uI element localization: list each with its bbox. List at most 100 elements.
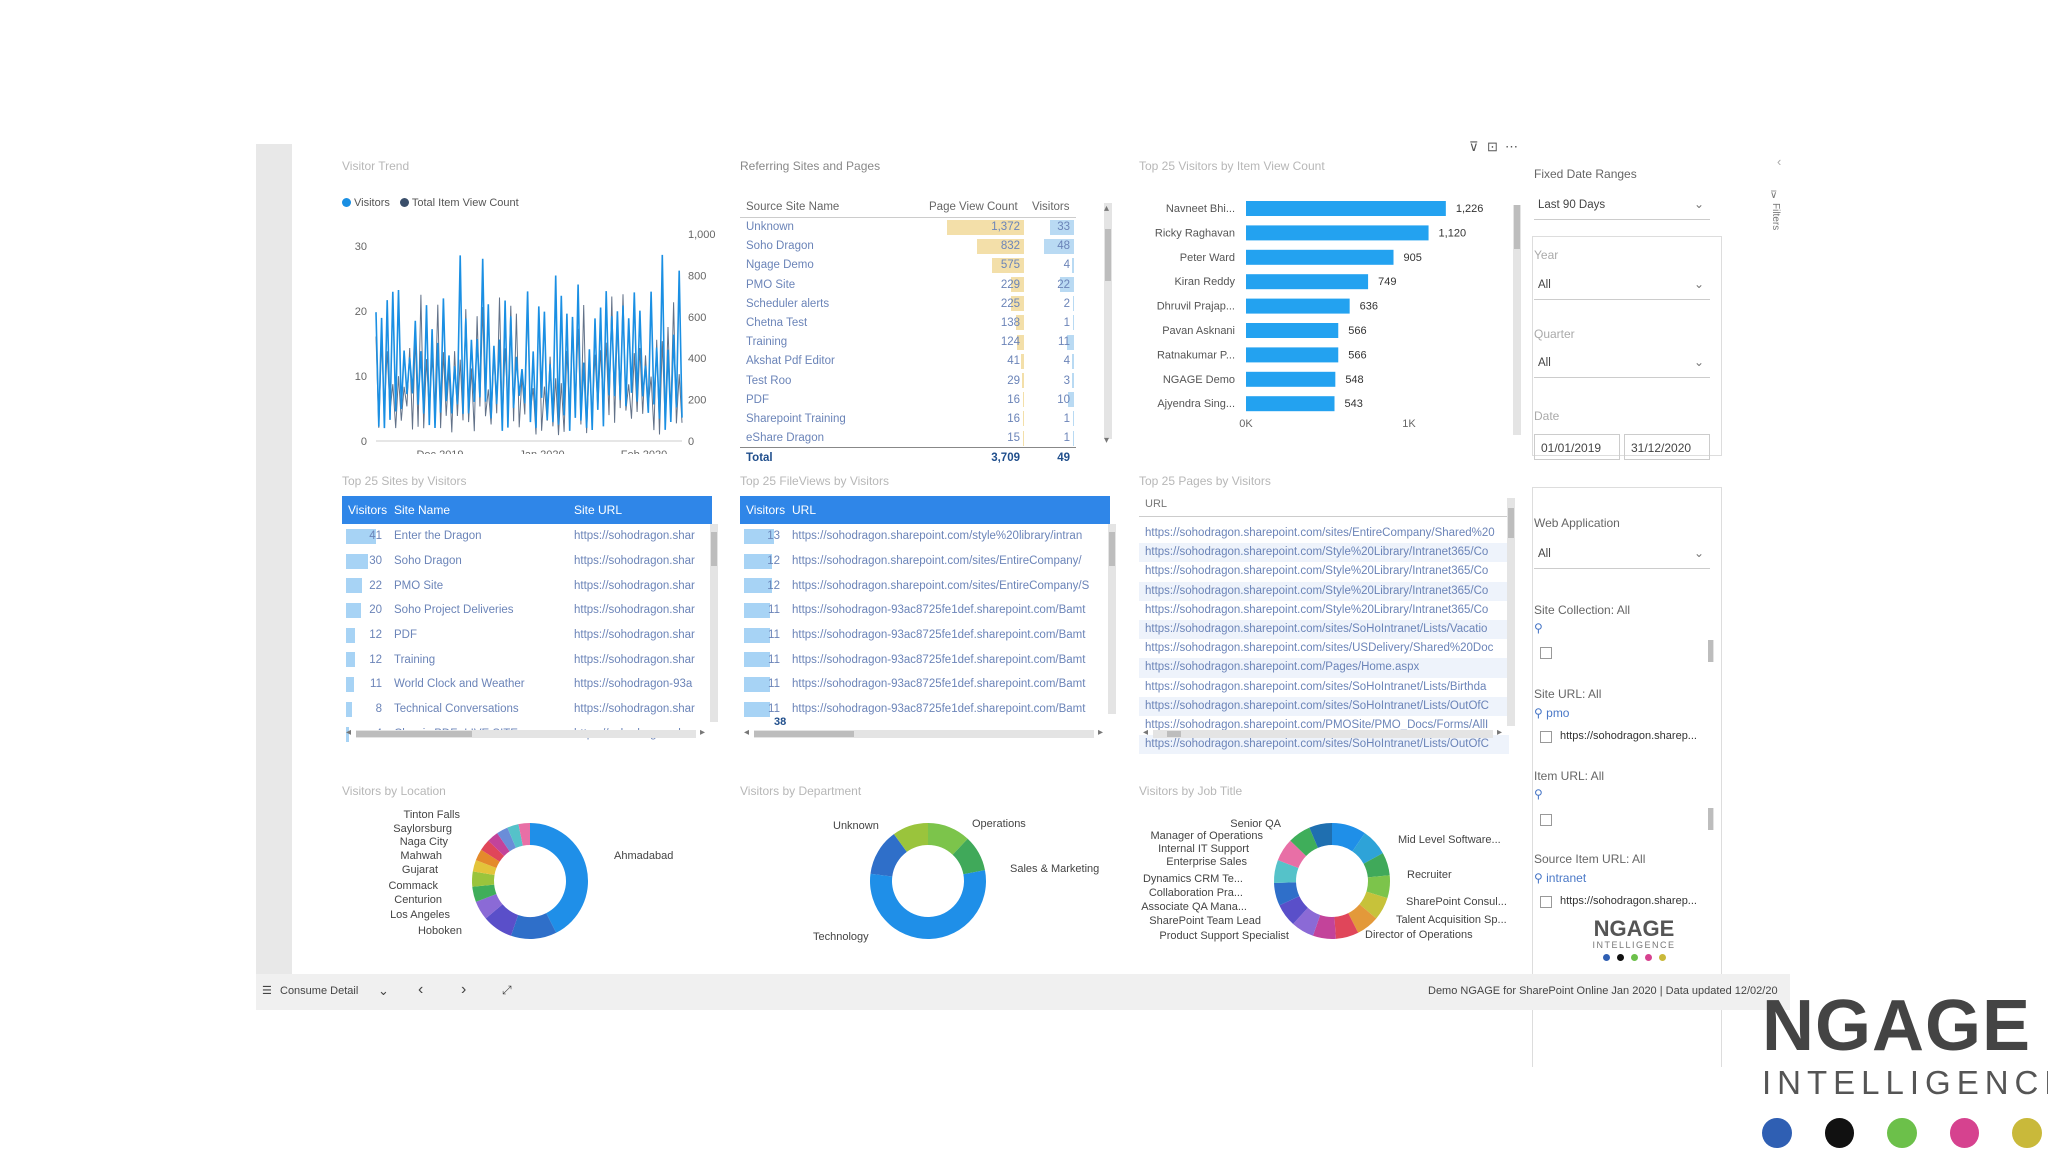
table-row[interactable]: Chetna Test 138 1 bbox=[740, 313, 1076, 332]
table-row[interactable]: 12 PDF https://sohodragon.shar bbox=[342, 623, 712, 648]
table-row[interactable]: 41 Enter the Dragon https://sohodragon.sha… bbox=[342, 524, 712, 549]
page-url-row[interactable]: https://sohodragon.sharepoint.com/Pages/… bbox=[1139, 658, 1509, 678]
table-row[interactable]: 11 https://sohodragon-93ac8725fe1def.shar… bbox=[740, 697, 1110, 722]
donut-slice[interactable] bbox=[481, 840, 505, 862]
visitor-trend-chart[interactable]: Visitor Trend Visitors Total Item View C… bbox=[342, 159, 722, 459]
bar[interactable] bbox=[1246, 298, 1350, 314]
site-url-cell[interactable]: https://sohodragon.shar bbox=[574, 530, 695, 543]
table-row[interactable]: 12 https://sohodragon.sharepoint.com/site… bbox=[740, 573, 1110, 598]
fixed-date-dropdown[interactable]: Last 90 Days ⌄ bbox=[1534, 192, 1710, 220]
donut-slice[interactable] bbox=[472, 860, 497, 876]
focus-mode-icon[interactable]: ⊡ bbox=[1487, 139, 1498, 154]
bar[interactable] bbox=[1246, 274, 1369, 290]
column-header-site-url[interactable]: Site URL bbox=[574, 503, 623, 517]
column-header-url[interactable]: URL bbox=[792, 503, 817, 517]
bar[interactable] bbox=[1246, 225, 1429, 241]
site-url-cell[interactable]: https://sohodragon.shar bbox=[574, 579, 695, 592]
table-row[interactable]: 11 https://sohodragon-93ac8725fe1def.shar… bbox=[740, 598, 1110, 623]
donut-slice[interactable] bbox=[1273, 860, 1299, 883]
table-row[interactable]: Akshat Pdf Editor 41 4 bbox=[740, 352, 1076, 371]
page-url-row[interactable]: https://sohodragon.sharepoint.com/Style%… bbox=[1145, 565, 1489, 578]
donut-slice[interactable] bbox=[893, 823, 928, 852]
donut-slice[interactable] bbox=[497, 827, 516, 852]
source-item-search[interactable]: ⚲ intranet bbox=[1534, 871, 1586, 885]
table-scrollbar[interactable] bbox=[1108, 524, 1116, 714]
year-dropdown[interactable]: All ⌄ bbox=[1534, 272, 1710, 300]
chart-scrollbar[interactable] bbox=[1513, 205, 1521, 435]
item-url-checkbox[interactable] bbox=[1540, 814, 1552, 826]
page-url-row[interactable]: https://sohodragon.sharepoint.com/sites/… bbox=[1139, 696, 1509, 716]
table-row[interactable]: eShare Dragon 15 1 bbox=[740, 429, 1076, 448]
table-horizontal-scrollbar[interactable] bbox=[1153, 730, 1493, 738]
donut-slice[interactable] bbox=[1366, 875, 1391, 899]
referring-sites-table[interactable]: Referring Sites and Pages Source Site Na… bbox=[740, 159, 1120, 467]
top-pages-table[interactable]: Top 25 Pages by Visitors URL https://soh… bbox=[1139, 474, 1517, 755]
legend-total-item-view[interactable]: Total Item View Count bbox=[399, 197, 519, 209]
donut-slice[interactable] bbox=[488, 833, 510, 856]
visitors-by-job-title-chart[interactable]: Visitors by Job Title Senior QA Manager o… bbox=[1139, 784, 1529, 974]
table-row[interactable]: 12 https://sohodragon.sharepoint.com/site… bbox=[740, 549, 1110, 574]
page-url-row[interactable]: https://sohodragon.sharepoint.com/sites/… bbox=[1145, 680, 1487, 693]
donut-slice[interactable] bbox=[475, 893, 503, 919]
filter-icon[interactable]: ⊽ bbox=[1469, 139, 1479, 154]
table-row[interactable]: 11 https://sohodragon-93ac8725fe1def.shar… bbox=[740, 647, 1110, 672]
table-row[interactable]: Soho Dragon 832 48 bbox=[740, 237, 1076, 256]
table-row[interactable]: 11 World Clock and Weather https://sohodra… bbox=[342, 672, 712, 697]
donut-slice[interactable] bbox=[1309, 823, 1332, 848]
search-icon[interactable]: ⚲ bbox=[1534, 787, 1543, 801]
donut-slice[interactable] bbox=[928, 823, 968, 855]
column-header-visitors[interactable]: Visitors bbox=[746, 503, 786, 517]
page-url-row[interactable]: https://sohodragon.sharepoint.com/sites/… bbox=[1145, 527, 1495, 539]
table-scrollbar[interactable] bbox=[1104, 203, 1112, 439]
column-header-page-view[interactable]: Page View Count bbox=[923, 197, 1026, 218]
page-url-row[interactable]: https://sohodragon.sharepoint.com/sites/… bbox=[1139, 619, 1509, 640]
page-url-row[interactable]: https://sohodragon.sharepoint.com/Style%… bbox=[1139, 581, 1509, 601]
donut-slice[interactable] bbox=[870, 834, 907, 877]
next-page-button[interactable]: › bbox=[461, 981, 467, 998]
top-fileviews-table[interactable]: Top 25 FileViews by Visitors Visitors UR… bbox=[740, 474, 1118, 738]
site-url-cell[interactable]: https://sohodragon.shar bbox=[574, 703, 695, 716]
date-to-input[interactable]: 31/12/2020 bbox=[1624, 434, 1710, 460]
table-row[interactable]: Unknown 1,372 33 bbox=[740, 218, 1076, 237]
table-row[interactable]: 11 https://sohodragon-93ac8725fe1def.shar… bbox=[740, 623, 1110, 648]
site-url-cell[interactable]: https://sohodragon-93a bbox=[574, 678, 693, 691]
table-row[interactable]: 13 https://sohodragon.sharepoint.com/styl… bbox=[740, 524, 1110, 549]
donut-slice[interactable] bbox=[485, 904, 519, 936]
column-header-site-name[interactable]: Site Name bbox=[394, 503, 451, 517]
more-options-icon[interactable]: ⋯ bbox=[1505, 139, 1518, 154]
url-cell[interactable]: https://sohodragon.sharepoint.com/style%… bbox=[792, 530, 1083, 543]
url-cell[interactable]: https://sohodragon-93ac8725fe1def.sharep… bbox=[792, 604, 1086, 617]
scroll-down-arrow[interactable]: ▾ bbox=[1104, 435, 1110, 446]
donut-slice[interactable] bbox=[530, 823, 589, 933]
bar[interactable] bbox=[1246, 396, 1335, 412]
donut-slice[interactable] bbox=[510, 913, 557, 940]
fullscreen-icon[interactable]: ⤢ bbox=[502, 983, 512, 997]
table-row[interactable]: PMO Site 229 22 bbox=[740, 275, 1076, 294]
quarter-dropdown[interactable]: All ⌄ bbox=[1534, 350, 1710, 378]
column-header-visitors[interactable]: Visitors bbox=[1026, 197, 1076, 218]
page-url-row[interactable]: https://sohodragon.sharepoint.com/sites/… bbox=[1139, 735, 1509, 755]
table-row[interactable]: 12 Training https://sohodragon.shar bbox=[342, 647, 712, 672]
pages-menu-icon[interactable]: ☰ bbox=[262, 985, 272, 997]
table-row[interactable]: 11 https://sohodragon-93ac8725fe1def.shar… bbox=[740, 672, 1110, 697]
source-item-item[interactable]: https://sohodragon.sharep... bbox=[1560, 895, 1697, 907]
column-header-visitors[interactable]: Visitors bbox=[348, 503, 388, 517]
table-row[interactable]: Test Roo 29 3 bbox=[740, 371, 1076, 390]
column-header-source[interactable]: Source Site Name bbox=[740, 197, 923, 218]
chevron-down-icon[interactable]: ⌄ bbox=[378, 983, 389, 998]
scroll-left-arrow[interactable]: ◂ bbox=[346, 727, 352, 738]
scroll-right-arrow[interactable]: ▸ bbox=[700, 727, 706, 738]
donut-slice[interactable] bbox=[870, 870, 987, 940]
donut-slice[interactable] bbox=[518, 823, 530, 846]
donut-slice[interactable] bbox=[475, 849, 500, 869]
scroll-up-arrow[interactable]: ▴ bbox=[1104, 203, 1110, 214]
bar[interactable] bbox=[1246, 371, 1336, 387]
visitors-by-department-chart[interactable]: Visitors by Department Unknown Operation… bbox=[740, 784, 1120, 974]
previous-page-button[interactable]: ‹ bbox=[418, 981, 424, 998]
donut-slice[interactable] bbox=[1277, 840, 1307, 869]
url-cell[interactable]: https://sohodragon-93ac8725fe1def.sharep… bbox=[792, 629, 1086, 642]
donut-slice[interactable] bbox=[1359, 891, 1388, 919]
donut-slice[interactable] bbox=[952, 838, 985, 875]
site-collection-scrollbar[interactable] bbox=[1708, 640, 1714, 662]
page-name[interactable]: Consume Detail bbox=[280, 985, 359, 997]
